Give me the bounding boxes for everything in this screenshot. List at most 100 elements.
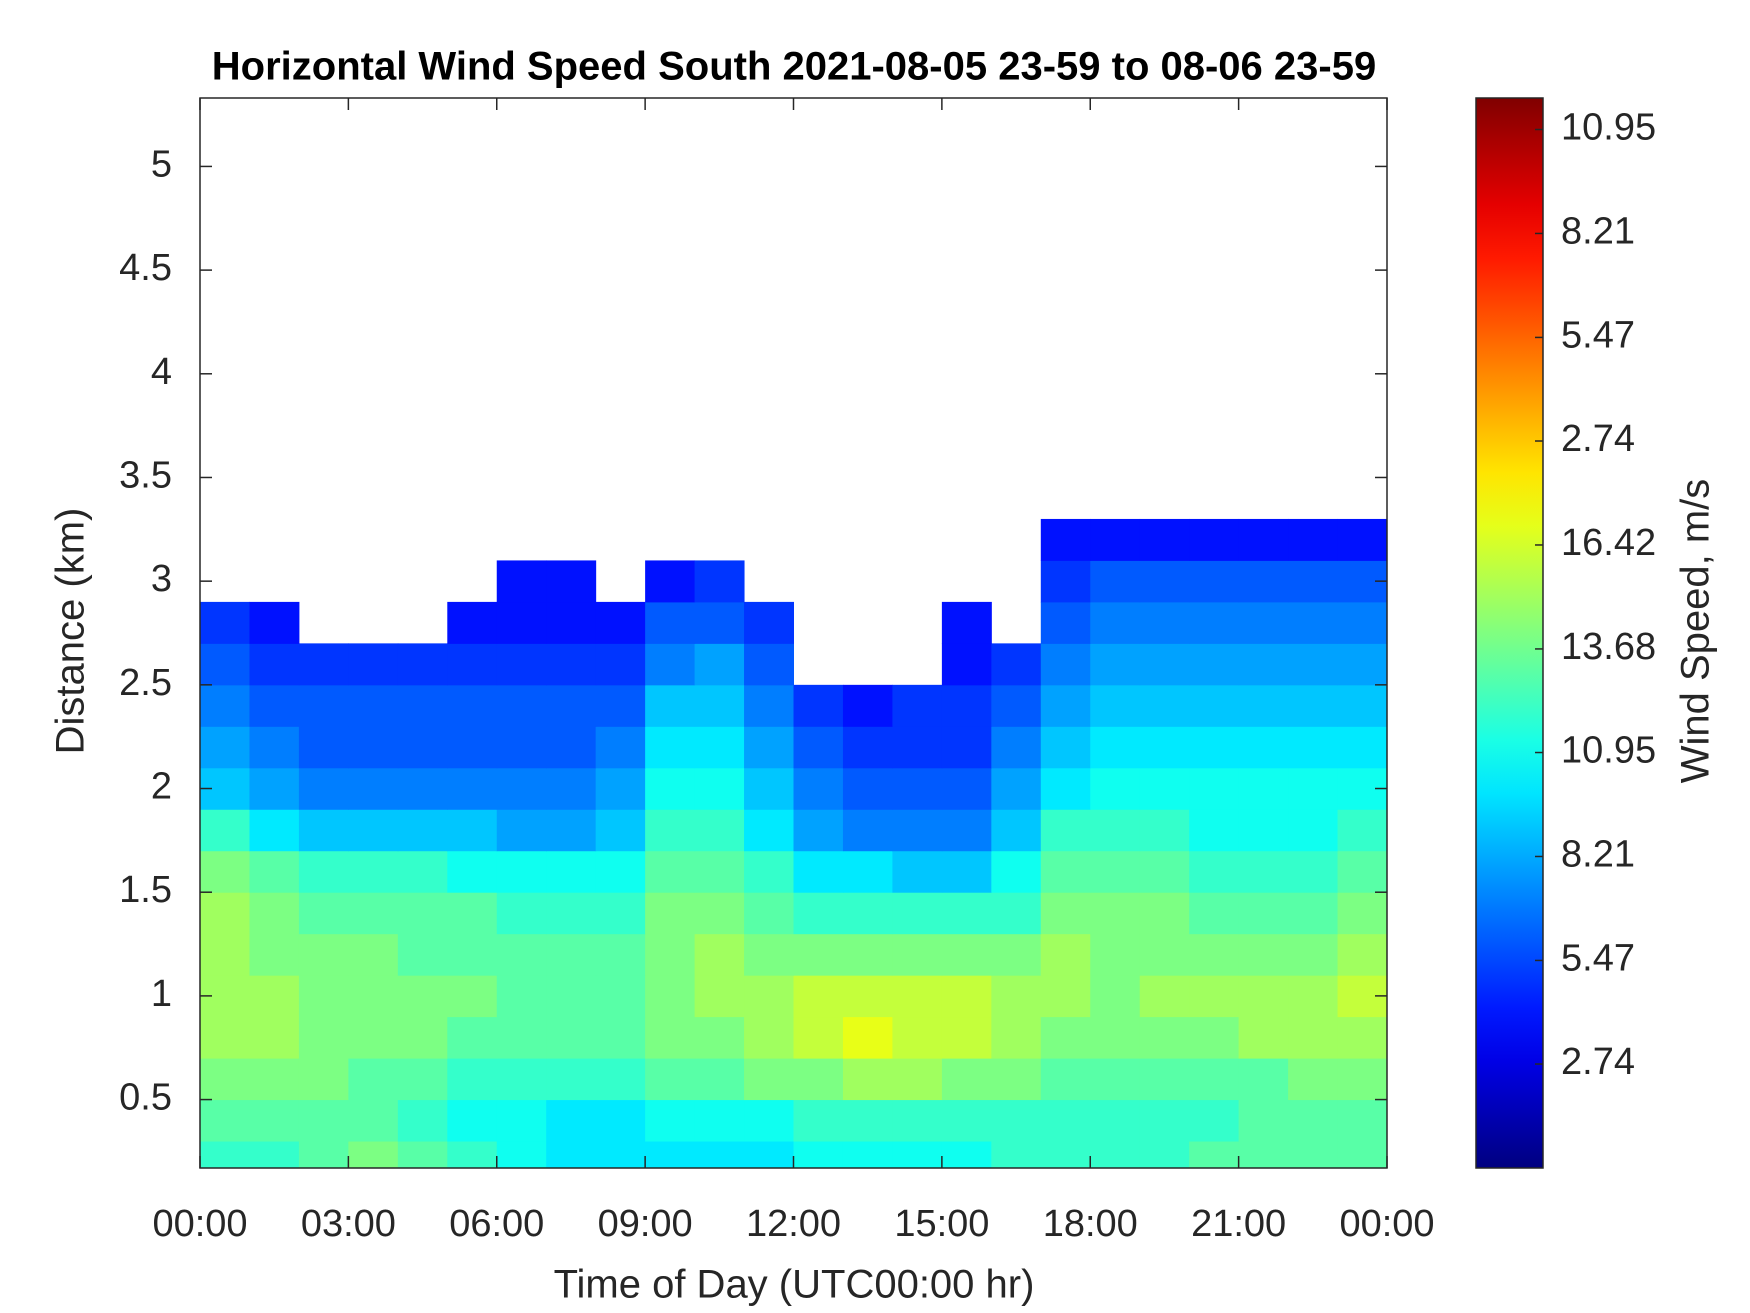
heatmap-cell: [842, 1016, 893, 1059]
heatmap-cell: [694, 560, 745, 603]
heatmap-cell: [1040, 1141, 1091, 1169]
heatmap-cell: [842, 892, 893, 935]
heatmap-cell: [397, 1058, 448, 1101]
heatmap-cell: [496, 560, 547, 603]
heatmap-cell: [397, 892, 448, 935]
heatmap-cell: [496, 933, 547, 976]
heatmap-cell: [793, 726, 844, 769]
heatmap-cell: [645, 1141, 696, 1169]
heatmap-cell: [1337, 1141, 1388, 1169]
heatmap-cell: [941, 684, 992, 727]
heatmap-cell: [1090, 643, 1141, 686]
heatmap-cell: [447, 684, 498, 727]
heatmap-cell: [595, 726, 646, 769]
heatmap-cell: [348, 684, 399, 727]
heatmap-cell: [744, 1099, 794, 1142]
heatmap-cell: [991, 1099, 1042, 1142]
heatmap-cell: [496, 1099, 547, 1142]
heatmap-cell: [546, 1058, 597, 1101]
heatmap-cell: [496, 809, 547, 852]
y-tick-label: 0.5: [119, 1077, 172, 1119]
heatmap-cell: [941, 975, 992, 1018]
heatmap-cell: [546, 726, 597, 769]
heatmap-cell: [249, 975, 300, 1018]
heatmap-cell: [744, 850, 794, 893]
heatmap-cell: [348, 933, 399, 976]
heatmap-cell: [397, 726, 448, 769]
heatmap-cell: [892, 1058, 943, 1101]
heatmap-cell: [744, 601, 794, 644]
heatmap-cell: [694, 767, 745, 810]
heatmap-cell: [249, 1016, 300, 1059]
heatmap-cell: [941, 850, 992, 893]
heatmap-cell: [1238, 933, 1289, 976]
heatmap-cell: [249, 643, 300, 686]
heatmap-cell: [1238, 1099, 1289, 1142]
heatmap-cell: [249, 850, 300, 893]
heatmap-cell: [892, 1016, 943, 1059]
heatmap-cell: [1189, 601, 1240, 644]
heatmap-cell: [694, 975, 745, 1018]
heatmap-cell: [546, 560, 597, 603]
heatmap-cell: [1040, 560, 1091, 603]
heatmap-cell: [298, 933, 349, 976]
heatmap-cell: [1288, 560, 1339, 603]
heatmap-cell: [1288, 1099, 1339, 1142]
heatmap-cell: [1238, 1058, 1289, 1101]
heatmap-cell: [941, 767, 992, 810]
heatmap-cell: [348, 850, 399, 893]
heatmap-cell: [595, 1016, 646, 1059]
heatmap-cell: [1238, 643, 1289, 686]
heatmap-cell: [1337, 684, 1388, 727]
heatmap-cell: [200, 1016, 250, 1059]
heatmap-cell: [546, 892, 597, 935]
heatmap-cell: [1139, 1141, 1190, 1169]
heatmap-cell: [744, 809, 794, 852]
heatmap-cell: [645, 809, 696, 852]
heatmap-cell: [1337, 809, 1388, 852]
colorbar-tick-label: 16.42: [1561, 522, 1656, 564]
heatmap-cell: [1139, 767, 1190, 810]
heatmap-cell: [694, 809, 745, 852]
heatmap-cell: [496, 1058, 547, 1101]
heatmap-cell: [842, 1141, 893, 1169]
heatmap-cell: [1288, 933, 1339, 976]
heatmap-cell: [1337, 850, 1388, 893]
heatmap-cell: [694, 850, 745, 893]
heatmap-cell: [298, 726, 349, 769]
heatmap-cell: [1090, 933, 1141, 976]
heatmap-cell: [200, 1099, 250, 1142]
heatmap-cell: [496, 684, 547, 727]
heatmap-cell: [1040, 1016, 1091, 1059]
heatmap-cell: [249, 726, 300, 769]
heatmap-cell: [298, 684, 349, 727]
heatmap-cell: [249, 1099, 300, 1142]
heatmap-cell: [645, 1016, 696, 1059]
heatmap-cell: [1040, 684, 1091, 727]
heatmap-cell: [447, 643, 498, 686]
heatmap-cell: [447, 1141, 498, 1169]
heatmap-cell: [1189, 809, 1240, 852]
heatmap-cell: [842, 767, 893, 810]
heatmap-cell: [645, 892, 696, 935]
heatmap-cell: [200, 1141, 250, 1169]
heatmap-cell: [447, 726, 498, 769]
heatmap-cell: [200, 1058, 250, 1101]
heatmap-cell: [1139, 975, 1190, 1018]
heatmap-cell: [1090, 560, 1141, 603]
heatmap-cell: [1189, 560, 1240, 603]
heatmap-cell: [348, 767, 399, 810]
heatmap-cell: [793, 684, 844, 727]
heatmap-cell: [991, 767, 1042, 810]
heatmap-cell: [298, 1016, 349, 1059]
heatmap-cell: [842, 809, 893, 852]
heatmap-cell: [1139, 684, 1190, 727]
heatmap-cell: [1238, 767, 1289, 810]
heatmap-cell: [447, 1058, 498, 1101]
heatmap-cell: [991, 892, 1042, 935]
heatmap-cell: [991, 850, 1042, 893]
heatmap-cell: [1040, 643, 1091, 686]
heatmap-cell: [1040, 726, 1091, 769]
heatmap-cell: [595, 1058, 646, 1101]
heatmap-cell: [991, 975, 1042, 1018]
